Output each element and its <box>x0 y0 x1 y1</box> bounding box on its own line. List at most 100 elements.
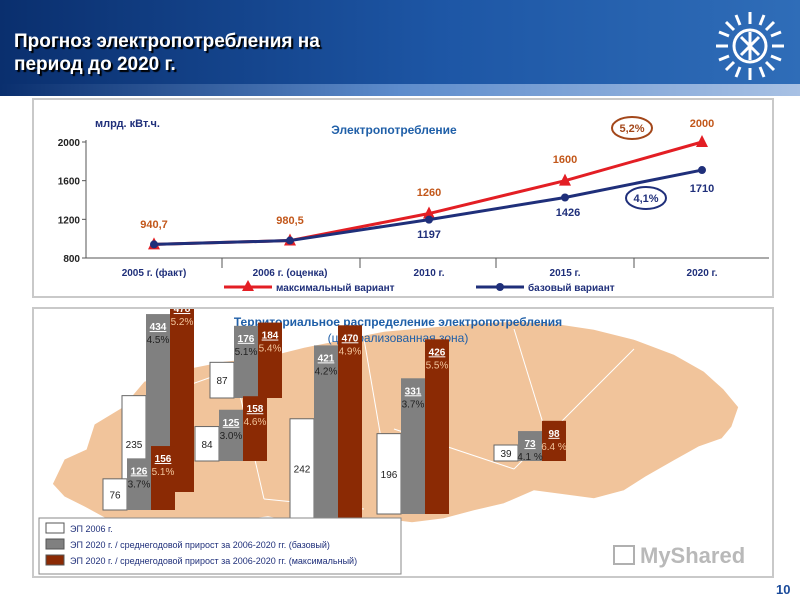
x-tick-label: 2020 г. <box>687 268 718 279</box>
legend-base-label: базовый вариант <box>528 282 615 294</box>
legend-label: ЭП 2006 г. <box>70 524 113 534</box>
bar-2006-label: 242 <box>294 464 311 475</box>
bar-2020-base-growth: 3.7% <box>128 479 151 490</box>
max-growth-annotation-ring <box>611 116 653 140</box>
legend-swatch <box>45 538 65 550</box>
max-variant-data-label: 980,5 <box>276 215 304 227</box>
bar-2006-label: 196 <box>381 470 398 481</box>
x-tick-label: 2015 г. <box>550 268 581 279</box>
bar-2020-max-growth: 4.6% <box>244 417 267 428</box>
max-variant-point <box>696 135 708 147</box>
x-tick-label: 2010 г. <box>414 268 445 279</box>
legend-label: ЭП 2020 г. / среднегодовой прирост за 20… <box>70 540 330 550</box>
bar-2020-max-label: 478 <box>174 309 191 315</box>
bar-2020-max-growth: 4.9% <box>339 346 362 357</box>
bar-2020-base-growth: 3.0% <box>220 431 243 442</box>
bar-2020-max-label: 470 <box>342 333 359 344</box>
legend-swatch <box>45 554 65 566</box>
x-tick-label: 2006 г. (оценка) <box>253 268 328 279</box>
bar-2020-base <box>127 458 151 510</box>
y-tick-label: 1600 <box>58 177 81 188</box>
max-variant-point <box>423 206 435 219</box>
bar-2020-base-label: 421 <box>318 353 335 364</box>
slide-title-line1: Прогноз электропотребления на <box>14 31 320 52</box>
legend-base-marker <box>496 283 504 291</box>
bar-2020-max <box>338 325 362 518</box>
legend-box <box>38 517 402 575</box>
bar-2006 <box>376 433 402 515</box>
bar-2020-max-label: 98 <box>548 429 560 440</box>
base-variant-point <box>286 236 294 245</box>
page-number: 10 <box>776 582 791 597</box>
legend-label: ЭП 2020 г. / среднегодовой прирост за 20… <box>70 556 357 566</box>
max-variant-data-label: 940,7 <box>140 219 168 231</box>
slide-header: Прогноз электропотребления на период до … <box>0 0 800 96</box>
max-growth-annotation: 5,2% <box>619 123 644 135</box>
base-variant-data-label: 1426 <box>556 207 580 219</box>
bar-2006-label: 87 <box>216 376 228 387</box>
bar-2020-max <box>151 446 175 510</box>
bar-2020-base <box>518 431 542 461</box>
territorial-distribution-panel: Территориальное распределение электропот… <box>32 296 774 578</box>
watermark-text: MyShared <box>640 543 745 568</box>
bar-2020-base-growth: 5.1% <box>235 347 258 358</box>
bar-2020-base-growth: 4.2% <box>315 366 338 377</box>
bar-2020-max <box>425 339 449 514</box>
y-tick-label: 800 <box>63 254 80 265</box>
legend-max-label: максимальный вариант <box>276 283 395 294</box>
bar-2020-base <box>219 409 243 461</box>
bar-2020-base-growth: 4.1 % <box>517 452 543 463</box>
slide-title: Прогноз электропотребления на период до … <box>14 30 320 76</box>
base-variant-data-label: 1710 <box>690 183 714 195</box>
bar-chart: Территориальное распределение электропот… <box>38 296 745 575</box>
base-variant-point <box>698 166 706 175</box>
header-stripe <box>0 84 800 96</box>
company-logo-icon <box>716 12 784 80</box>
bar-2020-max-label: 156 <box>155 454 172 465</box>
consumption-forecast-panel: млрд. кВт.ч. Электропотребление 800 1200 160… <box>32 98 774 298</box>
bar-2020-max <box>542 420 566 461</box>
y-tick-label: 1200 <box>58 215 81 226</box>
x-tick-label: 2005 г. (факт) <box>122 267 187 279</box>
base-growth-annotation: 4,1% <box>633 193 658 205</box>
bar-2020-max-growth: 5.4% <box>259 344 282 355</box>
bar-2020-base <box>234 325 258 398</box>
bar-2020-max-growth: 5.2% <box>171 317 194 328</box>
bar-2020-base-label: 176 <box>238 334 255 345</box>
max-variant-data-label: 2000 <box>690 118 714 130</box>
chart-title: Электропотребление <box>331 123 457 137</box>
bar-2020-max-growth: 5.1% <box>152 467 175 478</box>
bar-2020-max <box>258 322 282 398</box>
watermark-icon <box>613 545 635 565</box>
y-tick-label: 2000 <box>58 138 81 149</box>
bar-2020-base-label: 331 <box>405 386 422 397</box>
base-variant-point <box>150 240 158 249</box>
bar-2020-max-label: 184 <box>262 331 279 342</box>
bar-2020-base-label: 125 <box>223 418 240 429</box>
slide-title-line2: период до 2020 г. <box>14 54 176 75</box>
bar-2020-max-label: 158 <box>247 404 264 415</box>
bar-2020-base <box>401 378 425 514</box>
bar-2020-max-growth: 5.5% <box>426 360 449 371</box>
bar-2020-base-label: 73 <box>524 439 536 450</box>
bar-2006-label: 76 <box>109 490 121 501</box>
y-axis-label: млрд. кВт.ч. <box>95 118 160 130</box>
base-variant-point <box>425 215 433 224</box>
max-variant-point <box>559 173 571 186</box>
distribution-title: Территориальное распределение электропот… <box>234 315 562 329</box>
bar-2020-max-label: 426 <box>429 347 446 358</box>
line-chart: млрд. кВт.ч. Электропотребление 800 1200 160… <box>58 116 769 294</box>
bar-2020-base-label: 434 <box>150 322 167 333</box>
bar-2020-base-label: 126 <box>131 466 148 477</box>
bar-2020-max-growth: 6.4 % <box>541 442 567 453</box>
base-growth-annotation-ring <box>625 186 667 210</box>
bar-2020-max <box>243 396 267 461</box>
bar-2006-label: 39 <box>500 449 512 460</box>
bar-2006 <box>209 361 235 399</box>
bar-2006 <box>194 426 220 462</box>
legend-max-marker <box>242 280 254 291</box>
bar-2006-label: 235 <box>126 440 143 451</box>
base-variant-data-label: 1197 <box>417 229 441 241</box>
bar-2020-base <box>314 345 338 518</box>
base-variant-point <box>561 193 569 202</box>
